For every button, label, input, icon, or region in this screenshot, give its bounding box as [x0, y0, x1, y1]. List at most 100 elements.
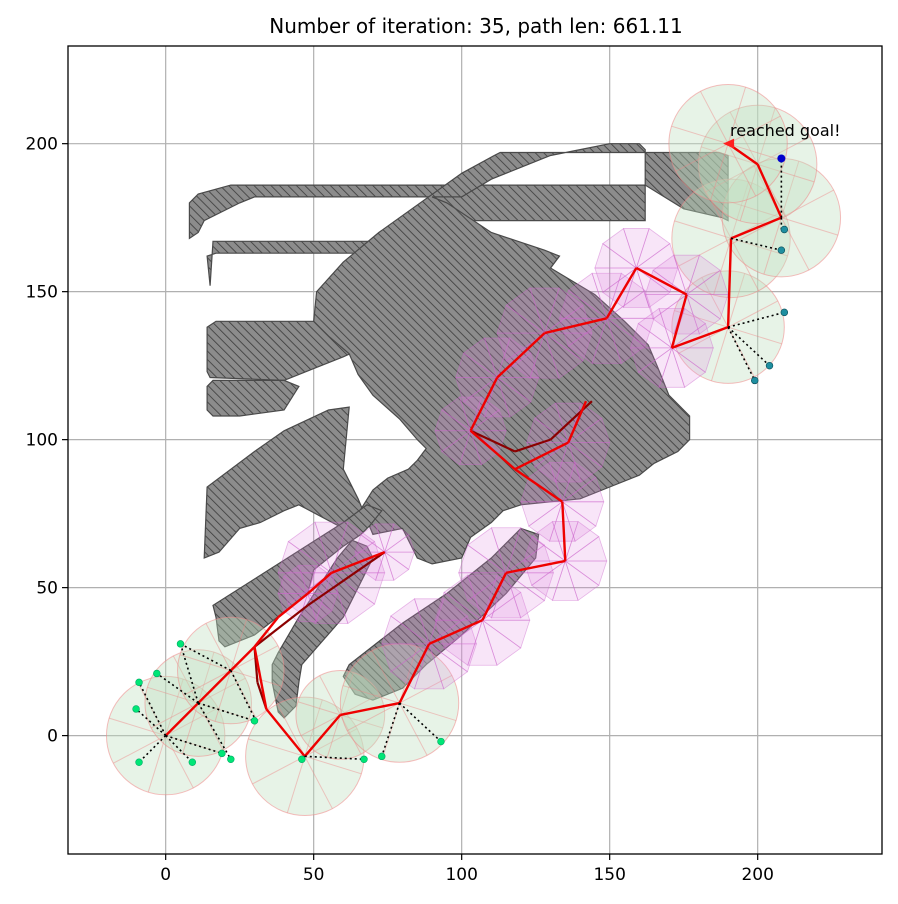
sweep-wedge: [283, 564, 309, 595]
circle-spoke: [300, 714, 341, 737]
goal-annotation: reached goal!: [730, 121, 841, 140]
circle-spoke: [304, 756, 333, 809]
sweep-wedge: [467, 618, 498, 666]
circle-spoke: [727, 143, 785, 162]
circle-spoke: [757, 136, 811, 165]
sweep-wedge: [469, 396, 500, 432]
sweep-wedge: [314, 521, 349, 575]
circle-spoke: [319, 675, 341, 716]
sweep-wedge: [481, 619, 531, 649]
sweep-wedge: [314, 571, 349, 624]
goal-sample-point: [777, 246, 786, 254]
sweep-wedge: [534, 441, 570, 483]
tree-edge: [635, 266, 688, 296]
sweep-wedge: [635, 227, 671, 270]
y-tick-label: 200: [26, 135, 58, 155]
sweep-wedge: [605, 317, 646, 364]
sweep-wedge: [561, 476, 605, 503]
sample-edge: [730, 237, 782, 251]
start-sample-point: [360, 755, 368, 763]
circle-spoke: [399, 702, 428, 756]
circle-spoke: [304, 755, 362, 775]
goal-sample-point: [780, 308, 789, 317]
circle-spoke: [757, 163, 815, 183]
circle-spoke: [304, 699, 323, 757]
sweep-wedge: [567, 441, 603, 483]
sweep-wedge: [443, 574, 484, 622]
obstacle-polygon: [203, 143, 729, 565]
start-sample-point: [135, 678, 143, 687]
sweep-wedge: [564, 560, 608, 586]
start-sample-point: [218, 749, 226, 758]
tree-edge: [671, 326, 729, 350]
start-sample-point: [132, 705, 140, 713]
sweep-wedge: [594, 242, 638, 269]
start-sample-point: [188, 758, 197, 766]
tree-edge: [726, 238, 733, 328]
sweep-wedge: [548, 461, 576, 504]
circle-spoke: [727, 300, 779, 328]
sweep-wedge: [383, 551, 415, 571]
sweep-wedge: [490, 527, 522, 575]
circle-spoke: [340, 714, 383, 729]
circle-spoke: [165, 735, 194, 789]
start-sample-point: [250, 717, 259, 725]
sweep-wedge: [459, 429, 483, 465]
obstacle-polygon: [342, 527, 540, 701]
sweep-wedge: [496, 304, 546, 334]
circle-spoke: [739, 164, 759, 222]
sweep-wedge: [644, 294, 688, 320]
sweep-wedge: [434, 619, 484, 649]
sweep-wedge: [481, 574, 522, 622]
circle-spoke: [727, 115, 781, 145]
sweep-wedge: [481, 591, 531, 621]
sweep-wedge: [505, 287, 546, 335]
sweep-wedge: [602, 266, 638, 309]
circle-spoke: [381, 702, 400, 760]
circle-spoke: [671, 125, 729, 145]
sweep-wedge: [381, 643, 431, 673]
circle-spoke: [727, 143, 757, 197]
sweep-wedge: [462, 337, 498, 379]
plot-content: [105, 83, 842, 817]
circle-spoke: [276, 703, 306, 757]
tree-edge: [303, 714, 342, 758]
circle-spoke: [727, 273, 746, 328]
circle-spoke: [674, 220, 732, 239]
dark-tree-edge: [549, 400, 593, 441]
tree-edge: [331, 550, 386, 574]
goal-marker: [723, 138, 735, 149]
sweep-wedge: [671, 346, 707, 388]
sweep-wedge: [441, 429, 472, 466]
start-sample-point: [298, 755, 306, 763]
sweep-wedge: [481, 619, 522, 666]
sweep-wedge: [360, 523, 386, 554]
sweep-wedge: [543, 304, 593, 334]
sweep-wedge: [458, 544, 508, 574]
circle-spoke: [713, 238, 732, 296]
sweep-wedge: [685, 294, 729, 320]
tree-edge: [469, 376, 499, 432]
circle-spoke: [700, 91, 729, 144]
dark-tree-edge: [253, 604, 309, 648]
sample-edge: [197, 702, 232, 760]
sweep-wedge: [505, 332, 546, 379]
sweep-wedge: [443, 619, 484, 666]
circle-spoke: [700, 146, 758, 165]
circle-spoke: [727, 326, 755, 378]
goal-sample-point: [751, 376, 759, 385]
sweep-wedge: [670, 322, 714, 349]
sweep-wedge: [564, 535, 608, 562]
circle-spoke: [183, 670, 232, 696]
x-tick-label: 100: [445, 865, 477, 885]
sweep-wedge: [543, 287, 584, 335]
sweep-wedge: [685, 293, 721, 335]
circle-spoke: [730, 181, 750, 239]
sweep-wedge: [375, 523, 395, 554]
x-tick-label: 200: [741, 865, 773, 885]
sweep-wedge: [483, 337, 511, 379]
sweep-wedge: [567, 317, 608, 364]
circle-spoke: [757, 107, 776, 165]
sweep-wedge: [564, 520, 600, 563]
